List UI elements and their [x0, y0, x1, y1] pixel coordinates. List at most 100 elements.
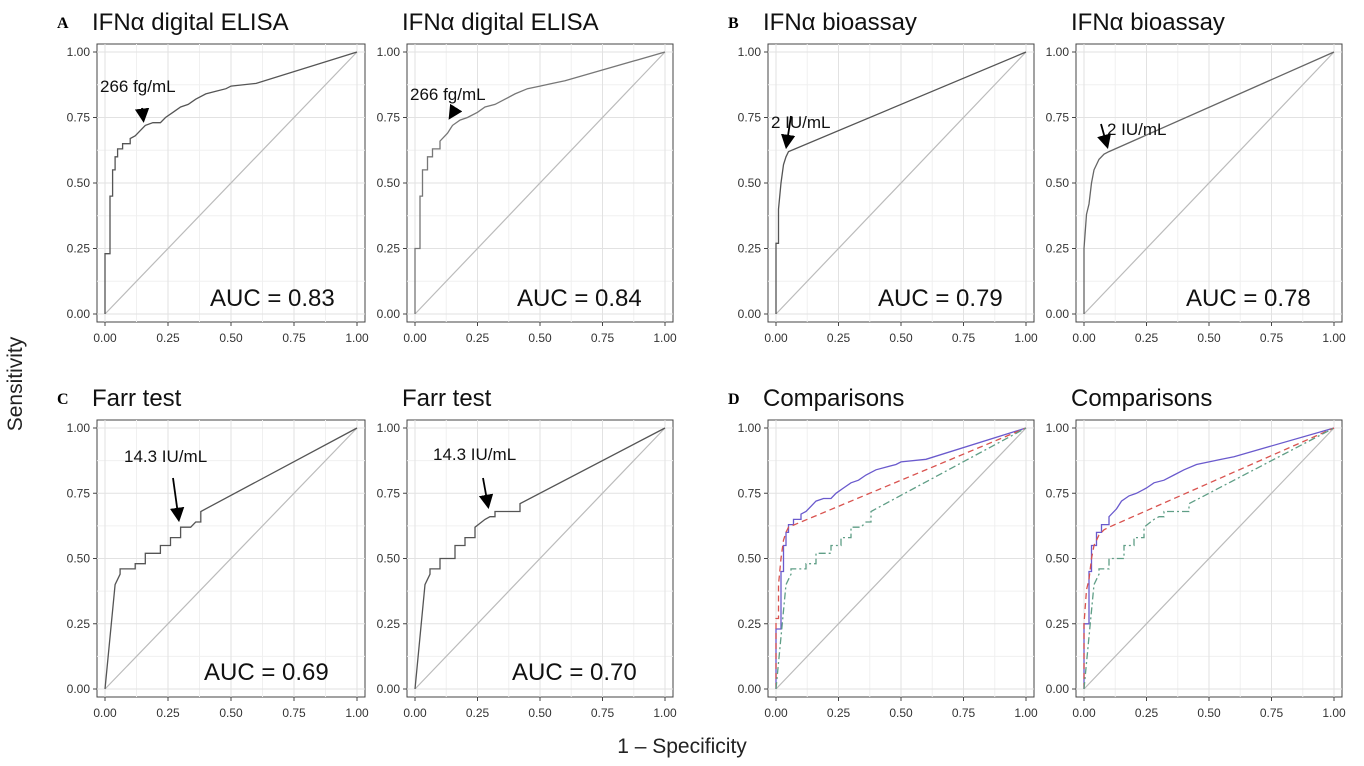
x-tick-label: 0.00 [764, 331, 788, 345]
roc-curve-series-2 [1083, 427, 1335, 690]
y-tick-label: 1.00 [67, 421, 91, 435]
global-x-axis-label: 1 – Specificity [617, 735, 747, 758]
roc-curve-series-0 [104, 51, 358, 314]
x-tick-label: 0.00 [93, 706, 117, 720]
threshold-arrow [134, 107, 150, 123]
y-tick-label: 0.00 [67, 307, 91, 321]
y-tick-label: 0.25 [1046, 617, 1070, 631]
y-tick-label: 0.75 [67, 486, 91, 500]
threshold-annotation: 14.3 IU/mL [124, 447, 207, 466]
chance-diagonal [775, 51, 1027, 315]
x-tick-label: 0.25 [466, 706, 490, 720]
y-tick-label: 0.75 [738, 486, 762, 500]
x-tick-label: 0.75 [1260, 331, 1284, 345]
y-tick-label: 0.00 [1046, 307, 1070, 321]
x-tick-label: 0.50 [528, 331, 552, 345]
y-tick-label: 0.50 [738, 552, 762, 566]
chance-diagonal [775, 427, 1027, 690]
x-tick-label: 1.00 [653, 331, 677, 345]
y-tick-label: 0.75 [67, 111, 91, 125]
roc-curve-series-0 [1083, 427, 1335, 689]
x-tick-label: 0.50 [219, 706, 243, 720]
y-tick-label: 0.75 [377, 111, 401, 125]
y-tick-label: 0.75 [1046, 111, 1070, 125]
x-tick-label: 0.25 [827, 331, 851, 345]
y-tick-label: 0.00 [738, 307, 762, 321]
y-tick-label: 0.75 [377, 486, 401, 500]
auc-label: AUC = 0.78 [1186, 285, 1311, 312]
threshold-arrow [1097, 123, 1112, 150]
y-tick-label: 0.00 [738, 682, 762, 696]
roc-curve-series-0 [775, 427, 1027, 689]
panel-C2: 0.00 0.25 0.50 0.75 1.00 0.00 0.25 0.50 0.75 1.00… [377, 385, 677, 720]
x-tick-label: 1.00 [345, 706, 369, 720]
y-tick-label: 0.00 [377, 307, 401, 321]
auc-label: AUC = 0.69 [204, 659, 329, 686]
panel-title: IFNα bioassay [1071, 9, 1225, 36]
x-tick-label: 0.50 [1197, 706, 1221, 720]
y-tick-label: 0.50 [377, 552, 401, 566]
roc-curve-series-1 [1083, 427, 1335, 689]
chance-diagonal [1083, 51, 1335, 315]
y-tick-label: 0.50 [1046, 552, 1070, 566]
auc-label: AUC = 0.70 [512, 659, 637, 686]
x-tick-label: 0.25 [827, 706, 851, 720]
chance-diagonal [1083, 427, 1335, 690]
chance-diagonal [104, 427, 358, 690]
y-tick-label: 0.50 [377, 176, 401, 190]
y-tick-label: 0.50 [1046, 176, 1070, 190]
chance-diagonal [104, 51, 358, 315]
roc-curve-series-1 [775, 427, 1027, 689]
x-tick-label: 0.75 [282, 331, 306, 345]
threshold-annotation: 2 IU/mL [1107, 120, 1167, 139]
y-tick-label: 0.00 [377, 682, 401, 696]
y-tick-label: 1.00 [67, 45, 91, 59]
panel-title: Farr test [402, 385, 492, 412]
x-tick-label: 1.00 [1014, 331, 1038, 345]
panel-B: 0.00 0.25 0.50 0.75 1.00 0.00 0.25 0.50 0.75 1.00… [728, 9, 1038, 345]
x-tick-label: 1.00 [653, 706, 677, 720]
roc-curve-series-0 [104, 427, 358, 690]
x-tick-label: 0.00 [1072, 706, 1096, 720]
y-tick-label: 0.50 [738, 176, 762, 190]
threshold-annotation: 266 fg/mL [410, 85, 486, 104]
y-tick-label: 0.50 [67, 552, 91, 566]
x-tick-label: 0.00 [403, 331, 427, 345]
y-tick-label: 0.25 [738, 242, 762, 256]
panel-title: IFNα bioassay [763, 9, 917, 36]
y-tick-label: 1.00 [1046, 421, 1070, 435]
y-tick-label: 0.25 [377, 617, 401, 631]
y-tick-label: 0.25 [738, 617, 762, 631]
x-tick-label: 0.25 [1135, 706, 1159, 720]
y-tick-label: 0.50 [67, 176, 91, 190]
x-tick-label: 0.00 [93, 331, 117, 345]
x-tick-label: 1.00 [1322, 706, 1346, 720]
x-tick-label: 0.75 [1260, 706, 1284, 720]
x-tick-label: 0.25 [466, 331, 490, 345]
x-tick-label: 0.50 [1197, 331, 1221, 345]
x-tick-label: 0.25 [156, 706, 180, 720]
panel-letter: B [728, 15, 739, 32]
y-tick-label: 0.00 [67, 682, 91, 696]
panel-title: IFNα digital ELISA [92, 9, 289, 36]
y-tick-label: 1.00 [1046, 45, 1070, 59]
roc-curve-series-0 [414, 427, 666, 690]
x-tick-label: 0.75 [591, 706, 615, 720]
auc-label: AUC = 0.79 [878, 285, 1003, 312]
threshold-arrow [448, 103, 463, 120]
x-tick-label: 1.00 [1014, 706, 1038, 720]
x-tick-label: 1.00 [1322, 331, 1346, 345]
chance-diagonal [414, 427, 666, 690]
x-tick-label: 0.50 [528, 706, 552, 720]
y-tick-label: 0.25 [67, 242, 91, 256]
roc-curve-series-0 [775, 51, 1027, 314]
panel-letter: D [728, 391, 740, 408]
threshold-arrow [478, 477, 494, 510]
x-tick-label: 0.50 [889, 706, 913, 720]
global-y-axis-label: Sensitivity [4, 337, 27, 432]
threshold-annotation: 266 fg/mL [100, 77, 176, 96]
panel-title: IFNα digital ELISA [402, 9, 599, 36]
x-tick-label: 0.75 [952, 706, 976, 720]
panel-D: 0.00 0.25 0.50 0.75 1.00 0.00 0.25 0.50 0.75 1.00… [728, 385, 1038, 720]
